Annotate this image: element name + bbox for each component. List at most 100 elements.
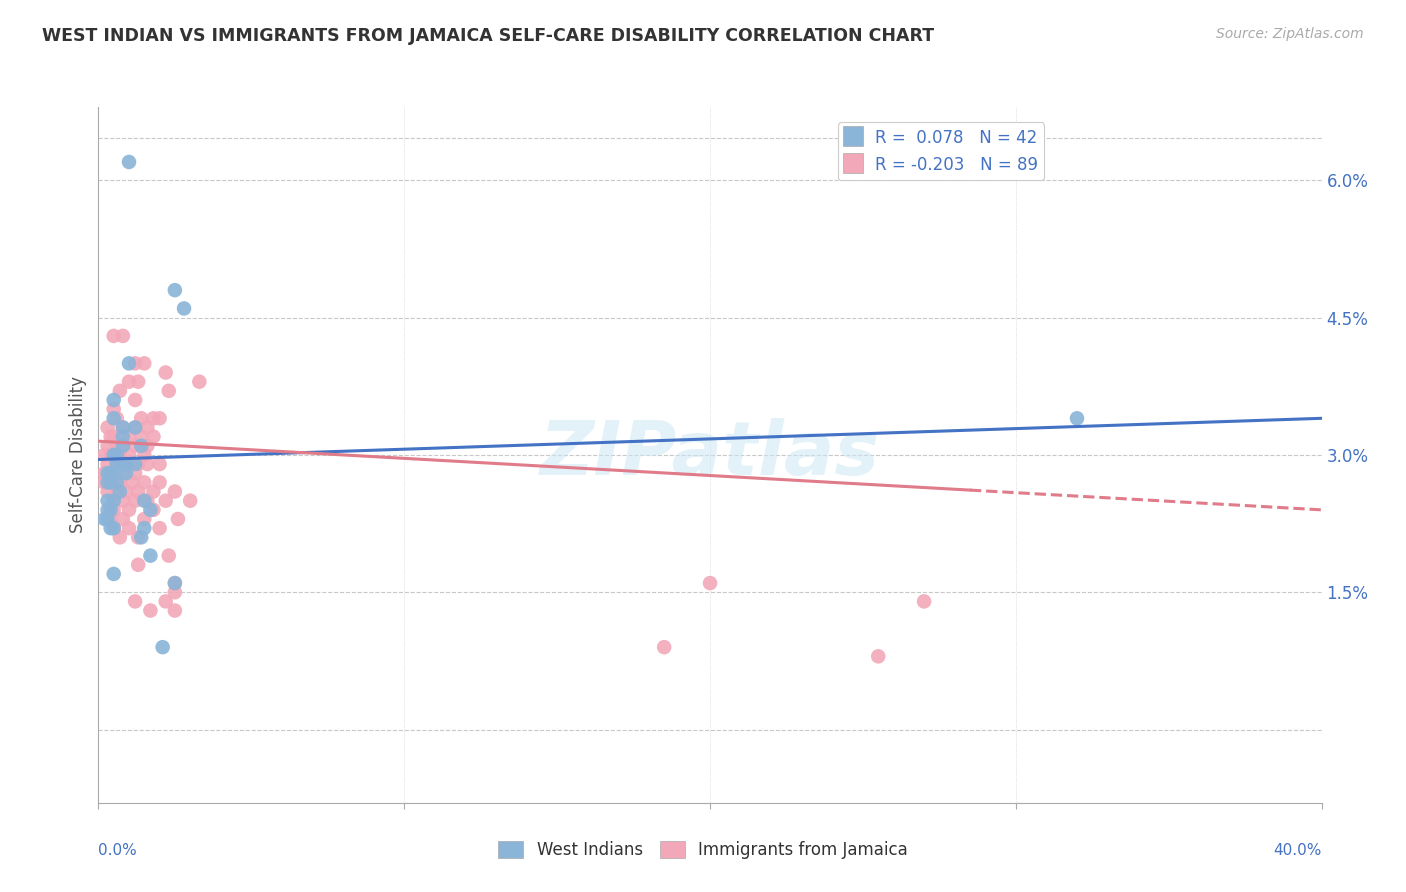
Point: [163, 585, 186, 599]
Point: [97, 439, 120, 453]
Point: [105, 457, 128, 471]
Point: [103, 467, 125, 481]
Point: [105, 439, 128, 453]
Point: [103, 493, 125, 508]
Point: [152, 640, 174, 655]
Point: [163, 576, 186, 591]
Point: [129, 429, 152, 443]
Point: [124, 493, 146, 508]
Point: [912, 594, 935, 608]
Point: [115, 467, 138, 481]
Point: [124, 467, 146, 481]
Point: [134, 521, 156, 535]
Point: [111, 329, 134, 343]
Point: [155, 493, 177, 508]
Text: WEST INDIAN VS IMMIGRANTS FROM JAMAICA SELF-CARE DISABILITY CORRELATION CHART: WEST INDIAN VS IMMIGRANTS FROM JAMAICA S…: [42, 27, 935, 45]
Point: [108, 484, 131, 499]
Point: [103, 448, 125, 462]
Point: [139, 503, 162, 517]
Point: [124, 420, 146, 434]
Point: [155, 594, 177, 608]
Point: [134, 448, 156, 462]
Point: [121, 475, 143, 490]
Point: [163, 603, 186, 617]
Point: [108, 475, 131, 490]
Point: [100, 475, 122, 490]
Point: [188, 375, 211, 389]
Point: [111, 457, 134, 471]
Point: [1066, 411, 1088, 425]
Point: [118, 448, 141, 462]
Point: [136, 439, 159, 453]
Point: [149, 457, 172, 471]
Point: [111, 467, 134, 481]
Legend: West Indians, Immigrants from Jamaica: West Indians, Immigrants from Jamaica: [492, 834, 914, 866]
Point: [134, 356, 156, 370]
Point: [124, 420, 146, 434]
Point: [100, 475, 122, 490]
Point: [149, 411, 172, 425]
Point: [111, 420, 134, 434]
Point: [163, 283, 186, 297]
Point: [118, 375, 141, 389]
Point: [103, 329, 125, 343]
Point: [111, 420, 134, 434]
Point: [136, 420, 159, 434]
Point: [97, 503, 120, 517]
Point: [142, 429, 165, 443]
Point: [105, 448, 128, 462]
Point: [103, 467, 125, 481]
Point: [868, 649, 890, 664]
Point: [100, 429, 122, 443]
Point: [105, 457, 128, 471]
Point: [699, 576, 721, 591]
Point: [111, 493, 134, 508]
Point: [127, 558, 149, 572]
Point: [157, 384, 180, 398]
Point: [103, 402, 125, 417]
Point: [124, 356, 146, 370]
Point: [105, 411, 128, 425]
Text: 40.0%: 40.0%: [1274, 843, 1322, 858]
Point: [103, 429, 125, 443]
Point: [93, 448, 115, 462]
Point: [652, 640, 675, 655]
Point: [100, 448, 122, 462]
Y-axis label: Self-Care Disability: Self-Care Disability: [69, 376, 87, 533]
Legend: R =  0.078   N = 42, R = -0.203   N = 89: R = 0.078 N = 42, R = -0.203 N = 89: [838, 122, 1045, 180]
Point: [167, 512, 190, 526]
Point: [129, 439, 152, 453]
Point: [179, 493, 201, 508]
Point: [97, 493, 120, 508]
Point: [118, 429, 141, 443]
Point: [118, 356, 141, 370]
Point: [97, 484, 120, 499]
Point: [118, 521, 141, 535]
Point: [105, 484, 128, 499]
Point: [103, 521, 125, 535]
Point: [149, 475, 172, 490]
Point: [124, 439, 146, 453]
Text: ZIPatlas: ZIPatlas: [540, 418, 880, 491]
Point: [134, 512, 156, 526]
Point: [136, 457, 159, 471]
Point: [111, 512, 134, 526]
Point: [139, 549, 162, 563]
Point: [100, 512, 122, 526]
Point: [127, 375, 149, 389]
Point: [97, 475, 120, 490]
Point: [111, 439, 134, 453]
Point: [111, 439, 134, 453]
Point: [127, 530, 149, 544]
Point: [127, 484, 149, 499]
Point: [93, 467, 115, 481]
Point: [93, 475, 115, 490]
Point: [115, 457, 138, 471]
Point: [103, 493, 125, 508]
Point: [103, 566, 125, 581]
Point: [115, 457, 138, 471]
Point: [149, 521, 172, 535]
Point: [103, 411, 125, 425]
Point: [105, 475, 128, 490]
Point: [97, 467, 120, 481]
